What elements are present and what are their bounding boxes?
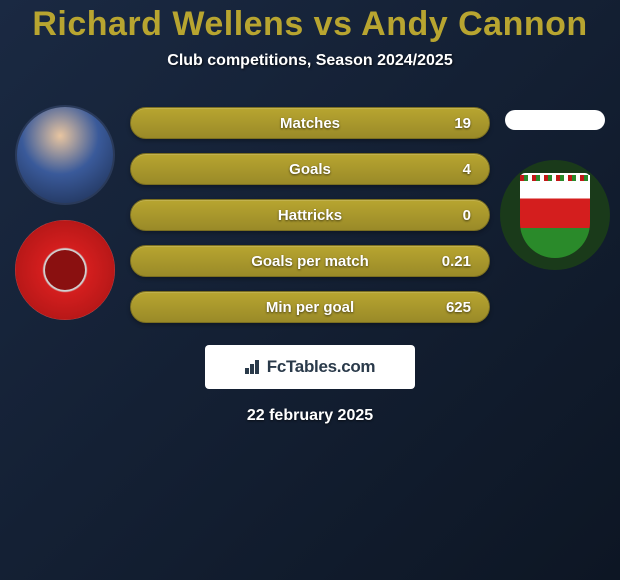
- player2-avatar: [505, 110, 605, 130]
- stat-bar-min-per-goal: Min per goal 625: [130, 291, 490, 323]
- stat-value: 625: [431, 299, 471, 316]
- page-title: Richard Wellens vs Andy Cannon: [32, 5, 587, 44]
- date-label: 22 february 2025: [247, 407, 373, 425]
- stat-value: 4: [431, 161, 471, 178]
- brand-text: FcTables.com: [267, 357, 376, 377]
- left-column: [0, 105, 130, 320]
- stat-bars: Matches 19 Goals 4 Hattricks 0 Goals per…: [130, 105, 490, 323]
- stat-value: 19: [431, 115, 471, 132]
- player2-club-crest: [500, 160, 610, 270]
- stat-label: Matches: [189, 115, 431, 132]
- player1-club-crest: [15, 220, 115, 320]
- stat-bar-matches: Matches 19: [130, 107, 490, 139]
- stat-bar-goals: Goals 4: [130, 153, 490, 185]
- stat-label: Min per goal: [189, 299, 431, 316]
- stat-value: 0.21: [431, 253, 471, 270]
- subtitle: Club competitions, Season 2024/2025: [167, 52, 452, 70]
- main-area: Matches 19 Goals 4 Hattricks 0 Goals per…: [0, 105, 620, 323]
- stat-label: Goals: [189, 161, 431, 178]
- stat-value: 0: [431, 207, 471, 224]
- right-column: [490, 105, 620, 270]
- player1-avatar: [15, 105, 115, 205]
- crest-shield-icon: [520, 173, 590, 258]
- stat-label: Goals per match: [189, 253, 431, 270]
- stat-label: Hattricks: [189, 207, 431, 224]
- comparison-card: Richard Wellens vs Andy Cannon Club comp…: [0, 0, 620, 425]
- brand-badge: FcTables.com: [205, 345, 415, 389]
- stat-bar-goals-per-match: Goals per match 0.21: [130, 245, 490, 277]
- stat-bar-hattricks: Hattricks 0: [130, 199, 490, 231]
- chart-icon: [245, 360, 263, 374]
